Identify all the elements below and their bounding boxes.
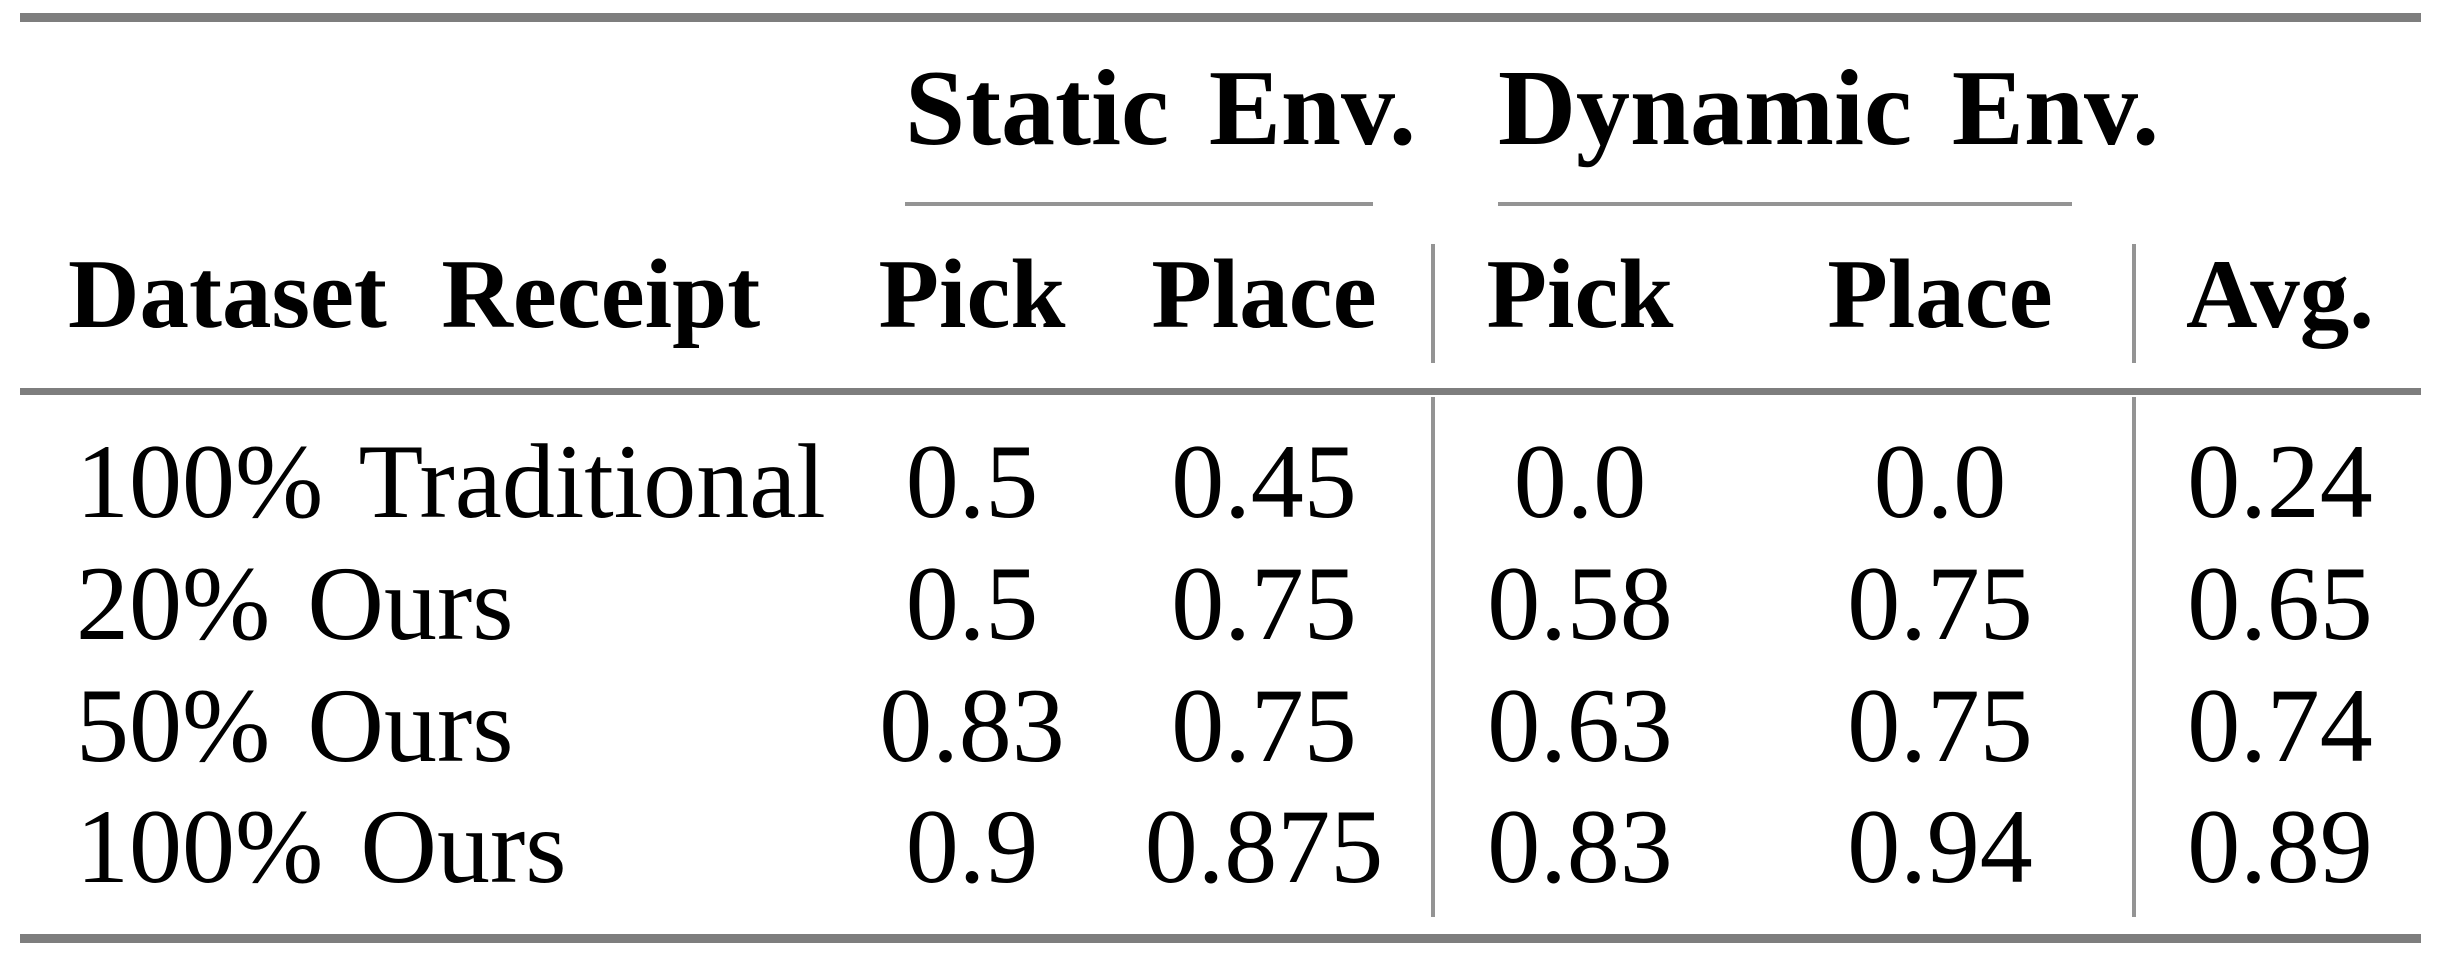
cell-value: 0.75 — [1171, 545, 1357, 662]
cell-value: 0.58 — [1487, 545, 1673, 662]
dynamic-env-underline — [1498, 202, 2072, 206]
table-top-rule — [20, 13, 2421, 22]
header-avg: Avg. — [2186, 240, 2374, 349]
cell-value: 0.83 — [1487, 788, 1673, 905]
cell-value: 0.94 — [1847, 788, 2033, 905]
header-dynamic-pick: Pick — [1486, 240, 1674, 349]
cell-value: 0.75 — [1171, 667, 1357, 784]
table-mid-rule — [20, 388, 2421, 395]
cell-value: 0.875 — [1144, 788, 1384, 905]
cell-value: 0.74 — [2187, 667, 2373, 784]
header-static-place: Place — [1151, 240, 1377, 349]
cell-value: 0.5 — [905, 545, 1039, 662]
cell-value: 0.9 — [905, 788, 1039, 905]
vertical-separator-static-dynamic-body — [1431, 397, 1435, 917]
cell-value: 0.75 — [1847, 667, 2033, 784]
cell-value: 0.65 — [2187, 545, 2373, 662]
cell-value: 0.0 — [1513, 423, 1647, 540]
row-label: 100% Ours — [76, 788, 567, 905]
cell-value: 0.89 — [2187, 788, 2373, 905]
row-label: 50% Ours — [76, 667, 514, 784]
column-group-static-env: Static Env. — [905, 49, 1417, 168]
cell-value: 0.63 — [1487, 667, 1673, 784]
cell-value: 0.45 — [1171, 423, 1357, 540]
column-group-dynamic-env: Dynamic Env. — [1498, 49, 2160, 168]
static-env-underline — [905, 202, 1373, 206]
cell-value: 0.24 — [2187, 423, 2373, 540]
vertical-separator-dynamic-avg-body — [2132, 397, 2136, 917]
header-dynamic-place: Place — [1827, 240, 2053, 349]
vertical-separator-dynamic-avg-header — [2132, 244, 2136, 363]
header-static-pick: Pick — [878, 240, 1066, 349]
cell-value: 0.83 — [879, 667, 1065, 784]
row-label: 100% Traditional — [76, 423, 826, 540]
cell-value: 0.5 — [905, 423, 1039, 540]
cell-value: 0.75 — [1847, 545, 2033, 662]
cell-value: 0.0 — [1873, 423, 2007, 540]
table-bottom-rule — [20, 934, 2421, 943]
header-dataset-receipt: Dataset Receipt — [68, 240, 761, 349]
vertical-separator-static-dynamic-header — [1431, 244, 1435, 363]
row-label: 20% Ours — [76, 545, 514, 662]
